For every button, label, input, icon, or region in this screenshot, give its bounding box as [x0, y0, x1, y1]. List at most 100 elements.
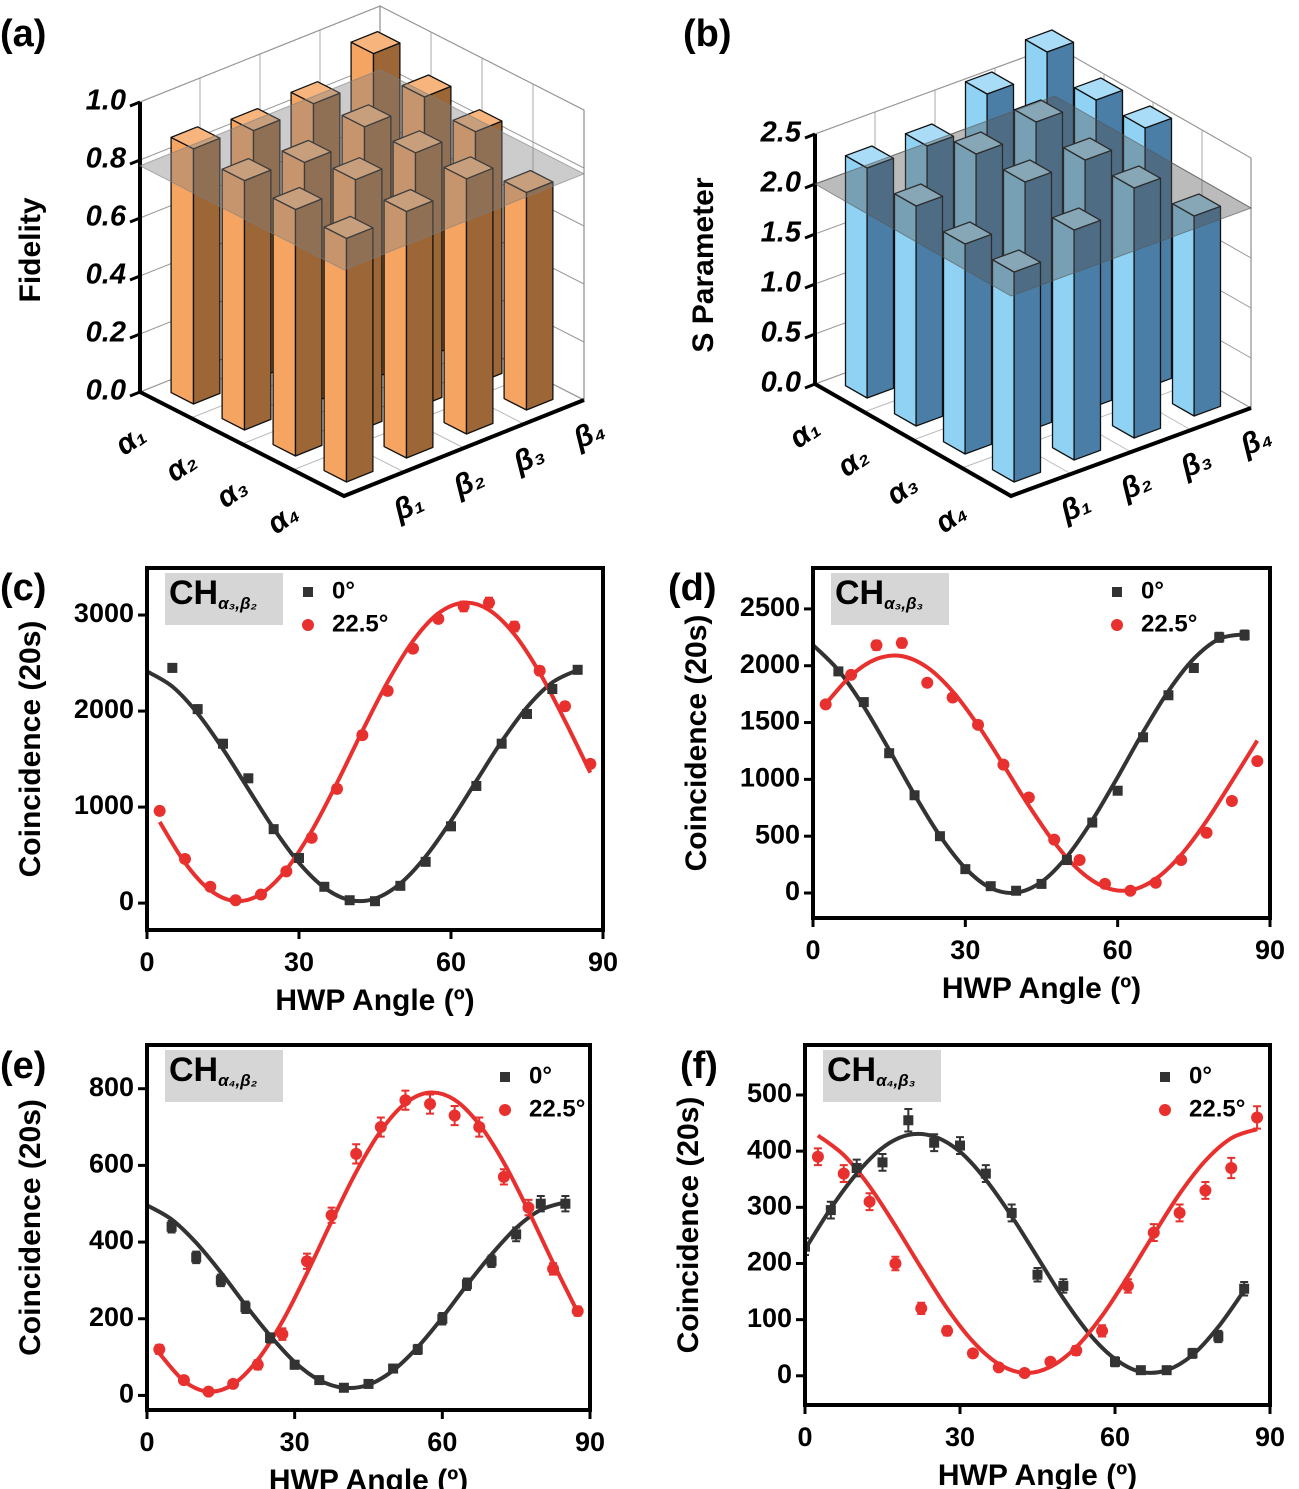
panel-label: (a) — [0, 13, 46, 55]
plot-area — [147, 1089, 584, 1398]
data-point — [473, 1121, 486, 1134]
y-axis-title: Coincidence (20s) — [680, 615, 713, 872]
data-point — [1011, 885, 1022, 896]
z-tick-label: 0.0 — [761, 367, 801, 399]
fit-line — [147, 1200, 567, 1391]
data-point — [227, 1377, 240, 1390]
bar-face — [1002, 159, 1053, 183]
data-point — [448, 1109, 461, 1122]
data-point — [533, 664, 546, 677]
z-tick — [804, 382, 816, 390]
y-tick-label: 600 — [89, 1149, 134, 1179]
bar-face — [942, 221, 993, 245]
data-point — [819, 698, 832, 711]
data-point — [1022, 791, 1035, 804]
data-point — [997, 758, 1010, 771]
panel: 0 30 60 90 0 200 400 600 800 0° 22.5° CHα₄,β₂ HWP An… — [0, 1043, 605, 1489]
bar-face — [893, 183, 944, 207]
data-point — [446, 821, 456, 832]
bar-face — [904, 123, 955, 147]
data-point — [314, 1375, 325, 1386]
data-point — [1251, 1111, 1264, 1124]
bar-face — [1171, 193, 1222, 217]
data-point — [350, 1147, 363, 1160]
bar-face — [452, 109, 503, 133]
bar-face — [401, 74, 452, 98]
data-point — [522, 708, 532, 719]
data-point — [1135, 1365, 1146, 1376]
bar-face — [350, 30, 401, 55]
z-axis-title: Fidelity — [14, 197, 47, 302]
data-point — [985, 881, 996, 892]
data-point — [412, 1344, 423, 1355]
data-point — [992, 1361, 1005, 1374]
data-point — [192, 704, 203, 715]
data-point — [884, 748, 895, 759]
data-point — [486, 1256, 497, 1267]
bar-face — [392, 130, 443, 154]
bar — [1171, 193, 1222, 417]
bar — [503, 169, 554, 411]
data-point — [980, 1168, 991, 1179]
data-point — [1121, 1279, 1134, 1292]
data-point — [461, 1279, 472, 1290]
data-point — [903, 1115, 914, 1126]
data-point — [1036, 878, 1047, 889]
data-point — [424, 1098, 437, 1111]
fit-line — [816, 1127, 1258, 1376]
bar-face — [844, 145, 895, 169]
x-tick-label: 90 — [588, 947, 618, 977]
panel-label: (f) — [680, 1045, 718, 1087]
plot-frame — [145, 566, 605, 932]
data-point — [1225, 794, 1238, 807]
y-tick-label: 400 — [89, 1225, 134, 1255]
fit-line — [813, 632, 1245, 895]
y-tick-label: 0 — [777, 1359, 792, 1389]
data-point — [1138, 732, 1149, 743]
y-tick-label: 200 — [747, 1247, 792, 1277]
data-point — [845, 668, 858, 681]
data-point — [522, 1201, 535, 1214]
y-tick-label: 300 — [747, 1190, 792, 1220]
legend-label: 0° — [529, 1062, 552, 1089]
bar-face — [170, 126, 221, 150]
legend-label: 0° — [332, 577, 355, 604]
data-point — [1098, 877, 1111, 890]
data-point — [1110, 1356, 1120, 1367]
panel-label: (d) — [668, 567, 717, 609]
bar-face — [991, 249, 1042, 273]
bar — [170, 126, 221, 405]
x-axis-title: HWP Angle (º) — [942, 972, 1141, 1005]
annotation-sub: α₃,β₂ — [218, 594, 257, 613]
data-point — [432, 612, 445, 625]
data-point — [1188, 663, 1199, 673]
data-point — [825, 1205, 836, 1216]
data-point — [851, 1162, 862, 1173]
bar-face — [323, 215, 374, 240]
annotation-main: CH — [169, 1051, 218, 1089]
data-point — [251, 1358, 264, 1371]
z-tick — [129, 390, 141, 398]
legend-label: 0° — [1189, 1062, 1212, 1089]
bar-face — [1122, 105, 1173, 129]
error-bar — [805, 1237, 809, 1257]
data-point — [1087, 817, 1098, 828]
data-point — [511, 1229, 522, 1240]
threshold-plane — [138, 69, 586, 271]
data-point — [1044, 1355, 1057, 1368]
bar-face — [1073, 77, 1124, 101]
data-point — [946, 691, 959, 704]
data-point — [319, 881, 330, 892]
x-tick-label: 0 — [139, 947, 154, 977]
bar — [272, 186, 323, 457]
data-point — [240, 1302, 251, 1313]
data-point — [889, 1257, 902, 1270]
data-point — [374, 1121, 387, 1134]
bar — [991, 249, 1042, 483]
z-tick-label: 0.0 — [86, 375, 126, 407]
x-axis-title: HWP Angle (º) — [275, 984, 474, 1017]
fit-line — [824, 653, 1260, 893]
plot-frame — [145, 1043, 592, 1412]
data-point — [805, 1241, 810, 1252]
